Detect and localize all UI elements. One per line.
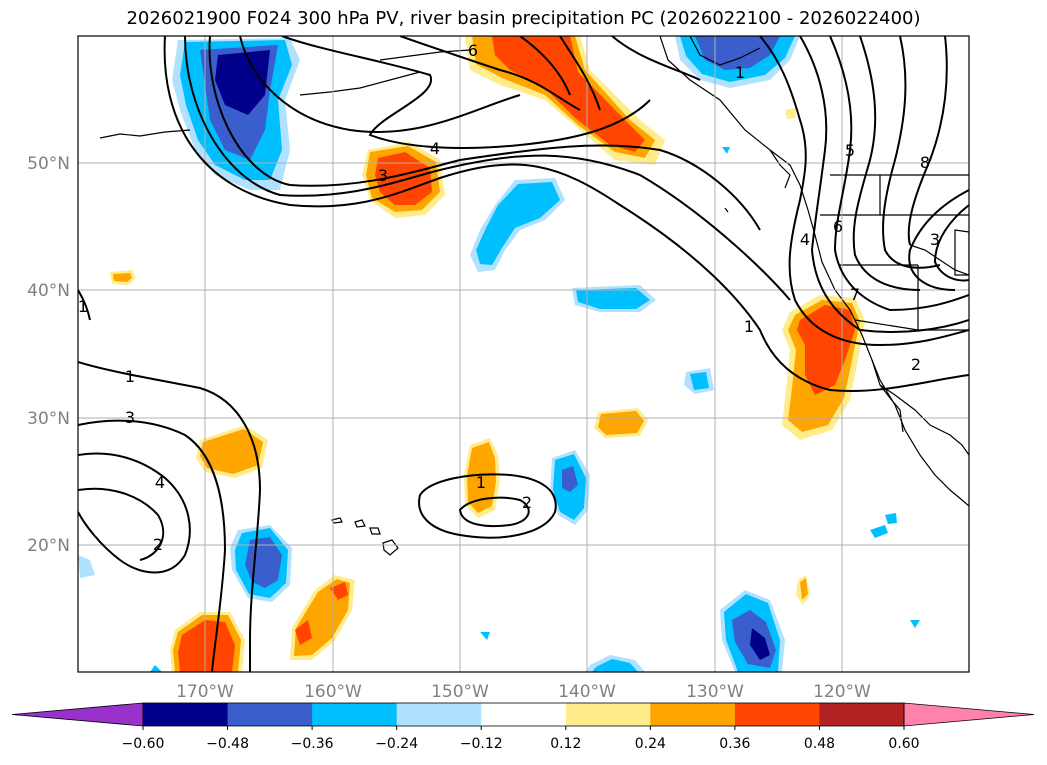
contour-label: 2	[522, 493, 532, 512]
colorbar-segment	[227, 703, 313, 726]
lat-label-20n: 20°N	[27, 536, 70, 556]
lon-label-130w: 130°W	[686, 682, 744, 702]
colorbar-extend-low	[11, 702, 144, 727]
colorbar-segment	[734, 703, 820, 726]
colorbar-segment	[650, 703, 736, 726]
lat-label-30n: 30°N	[27, 409, 70, 429]
colorbar-tick-label: −0.24	[375, 736, 418, 752]
colorbar-segment	[396, 703, 482, 726]
contour-label: 6	[468, 41, 478, 60]
colorbar-tick-label: 0.48	[804, 736, 835, 752]
colorbar-segment	[312, 703, 398, 726]
colorbar-frame	[142, 702, 905, 727]
latitude-labels: 50°N 40°N 30°N 20°N	[27, 154, 70, 556]
map-frame	[77, 35, 970, 673]
colorbar-tick-label: −0.36	[291, 736, 334, 752]
colorbar-tick-label: −0.12	[460, 736, 503, 752]
lon-label-120w: 120°W	[813, 682, 871, 702]
colorbar-segment	[143, 703, 229, 726]
longitude-labels: 170°W 160°W 150°W 140°W 130°W 120°W	[176, 682, 871, 702]
colorbar-tick-label: −0.60	[122, 736, 165, 752]
contour-labels: 6 1 4 3 5 8 6 4 7 3 2 1 1 1 3 4 2 1 2	[78, 41, 940, 554]
colorbar-tick-label: 0.60	[888, 736, 919, 752]
contour-label: 1	[125, 367, 135, 386]
contour-label: 1	[744, 317, 754, 336]
pv-contours	[78, 36, 969, 672]
lon-label-140w: 140°W	[558, 682, 616, 702]
contour-label: 6	[833, 217, 843, 236]
contour-label: 4	[800, 230, 810, 249]
colorbar-segment	[565, 703, 651, 726]
contour-label: 2	[153, 535, 163, 554]
colorbar-segment	[819, 703, 905, 726]
contour-label: 3	[930, 230, 940, 249]
colorbar-tick-label: 0.36	[719, 736, 750, 752]
colorbar-extend-high	[903, 702, 1035, 727]
coastlines	[99, 36, 969, 556]
contour-label: 5	[845, 141, 855, 160]
contour-label: 1	[476, 473, 486, 492]
contour-label: 1	[78, 297, 88, 316]
contour-label: 3	[125, 408, 135, 427]
lon-label-170w: 170°W	[176, 682, 234, 702]
contour-label: 1	[735, 63, 745, 82]
colorbar: −0.60 −0.48 −0.36 −0.24 −0.12 0.12 0.24 0.36 0.4…	[11, 702, 1035, 752]
contour-label: 4	[430, 139, 440, 158]
colorbar-tick-label: 0.12	[550, 736, 581, 752]
lat-label-40n: 40°N	[27, 281, 70, 301]
colorbar-tick-label: 0.24	[635, 736, 666, 752]
contour-label: 2	[911, 355, 921, 374]
colorbar-segment	[481, 703, 567, 726]
lat-label-50n: 50°N	[27, 154, 70, 174]
colorbar-tick-label: −0.48	[206, 736, 249, 752]
map-title: 2026021900 F024 300 hPa PV, river basin …	[126, 8, 921, 29]
contour-label: 3	[378, 166, 388, 185]
precip-shading	[78, 36, 920, 672]
lon-label-150w: 150°W	[431, 682, 489, 702]
contour-label: 8	[920, 153, 930, 172]
lon-label-160w: 160°W	[304, 682, 362, 702]
contour-label: 4	[155, 473, 165, 492]
gridlines	[78, 36, 969, 672]
contour-label: 7	[850, 285, 860, 304]
